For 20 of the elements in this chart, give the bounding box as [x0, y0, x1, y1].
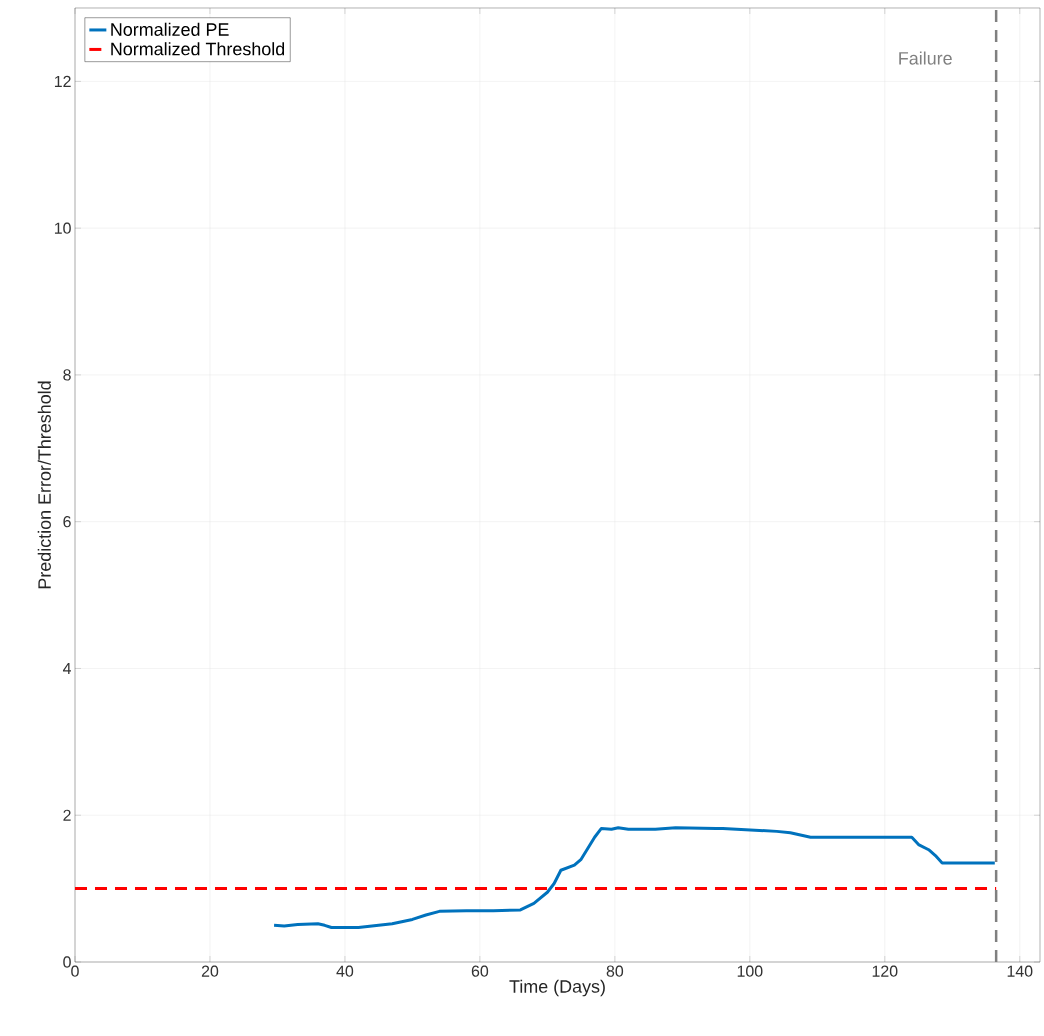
x-tick-label: 40 [336, 965, 354, 977]
y-axis-title: Prediction Error/Threshold [37, 381, 51, 589]
y-tick-label: 4 [62, 662, 72, 674]
y-tick-label: 10 [54, 222, 71, 234]
x-tick-label: 80 [606, 965, 624, 977]
x-tick-label: 0 [71, 965, 79, 977]
y-tick-label: 6 [63, 516, 71, 528]
x-tick-label: 60 [471, 965, 489, 977]
x-axis-title: Time (Days) [509, 979, 605, 997]
ref-line-label: Failure [899, 51, 952, 65]
y-tick-label: 8 [63, 369, 71, 381]
legend-label: Normalized Threshold [111, 42, 285, 56]
x-tick-label: 120 [872, 965, 898, 977]
legend-label: Normalized PE [111, 22, 229, 36]
x-tick-label: 140 [1007, 965, 1033, 977]
y-tick-label: 0 [63, 956, 71, 968]
x-tick-label: 100 [737, 965, 763, 977]
y-tick-label: 2 [63, 809, 71, 821]
x-tick-label: 20 [201, 965, 219, 977]
y-tick-label: 12 [54, 75, 71, 87]
